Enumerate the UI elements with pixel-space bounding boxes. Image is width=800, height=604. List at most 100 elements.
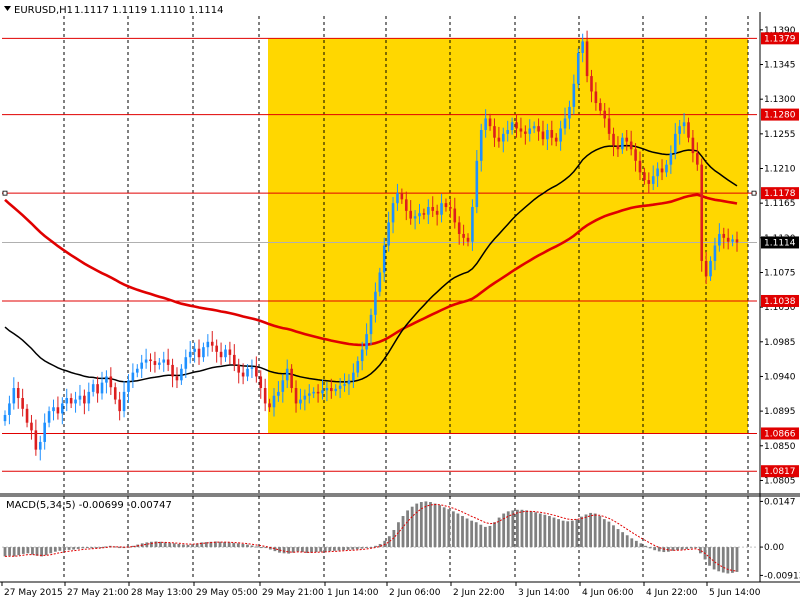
macd-hist-bar bbox=[209, 541, 213, 548]
candle-body bbox=[497, 137, 501, 142]
candle-body bbox=[678, 126, 681, 134]
macd-hist-bar bbox=[365, 547, 368, 549]
macd-hist-bar bbox=[685, 547, 689, 549]
candle-body bbox=[479, 129, 483, 161]
candle-body bbox=[78, 395, 82, 400]
macd-hist-bar bbox=[259, 547, 263, 549]
candle-body bbox=[303, 395, 307, 400]
dropdown-triangle-icon[interactable] bbox=[4, 6, 11, 11]
macd-hist-bar bbox=[342, 547, 345, 551]
macd-hist-bar bbox=[44, 547, 48, 556]
macd-hist-bar bbox=[534, 512, 538, 548]
candle-body bbox=[718, 233, 721, 246]
macd-hist-bar bbox=[351, 547, 355, 550]
candle-body bbox=[462, 233, 465, 238]
candle-body bbox=[281, 380, 285, 392]
macd-hist-bar bbox=[287, 547, 291, 554]
macd-hist-bar bbox=[598, 516, 602, 548]
vertical-grid-layer bbox=[63, 16, 749, 580]
candle-body bbox=[665, 164, 668, 173]
candle-body bbox=[638, 160, 642, 173]
candle-body bbox=[321, 390, 324, 394]
axes-layer: 1.13901.13451.13001.12551.12101.11651.11… bbox=[0, 12, 800, 598]
macd-tick-label: -0.00913 bbox=[764, 571, 800, 581]
macd-hist-bar bbox=[589, 512, 592, 548]
candle-body bbox=[65, 398, 69, 404]
candle-body bbox=[343, 384, 346, 386]
candle-body bbox=[493, 126, 496, 138]
candle-body bbox=[563, 118, 567, 129]
time-tick-label: 28 May 13:00 bbox=[131, 588, 193, 598]
price-tick-label: 1.0850 bbox=[764, 442, 796, 452]
macd-hist-bar bbox=[31, 547, 34, 555]
macd-signal-line bbox=[4, 503, 738, 572]
candle-body bbox=[144, 359, 148, 363]
candle-body bbox=[241, 372, 245, 377]
candle-body bbox=[541, 131, 545, 140]
candle-body bbox=[158, 362, 161, 365]
macd-hist-bar bbox=[227, 542, 231, 548]
macd-hist-bar bbox=[548, 516, 551, 548]
candle-body bbox=[202, 347, 205, 358]
price-tick-label: 1.0895 bbox=[764, 407, 796, 417]
level-tag-box bbox=[761, 294, 799, 307]
candle-body bbox=[660, 168, 664, 173]
candle-body bbox=[56, 407, 60, 414]
macd-hist-bar bbox=[584, 514, 588, 548]
macd-hist-bar bbox=[232, 543, 236, 548]
price-tick-label: 1.1030 bbox=[764, 303, 796, 313]
macd-hist-bar bbox=[497, 517, 501, 548]
highlight-zone-layer bbox=[268, 38, 748, 434]
macd-hist-bar bbox=[474, 522, 478, 548]
level-tag-label: 1.1038 bbox=[764, 297, 796, 307]
candle-body bbox=[471, 207, 474, 242]
macd-hist-bar bbox=[12, 547, 16, 557]
candle-body bbox=[38, 441, 42, 450]
candle-body bbox=[312, 391, 315, 394]
macd-hist-bar bbox=[676, 547, 679, 551]
macd-hist-bar bbox=[543, 514, 547, 548]
candle-body bbox=[585, 41, 589, 77]
candle-body bbox=[404, 199, 408, 211]
macd-hist-bar bbox=[214, 541, 217, 548]
macd-hist-bar bbox=[117, 547, 121, 549]
macd-hist-bar bbox=[163, 542, 167, 548]
macd-hist-bar bbox=[85, 547, 89, 549]
macd-hist-bar bbox=[241, 543, 245, 548]
level-tag-box bbox=[761, 187, 799, 200]
candle-body bbox=[528, 128, 532, 134]
current-price-tag-box bbox=[761, 236, 799, 249]
candle-body bbox=[8, 403, 11, 415]
level-tag-label: 1.0866 bbox=[764, 429, 796, 439]
candle-body bbox=[135, 368, 139, 373]
candle-body bbox=[700, 164, 704, 261]
macd-tick-label: 0.00 bbox=[764, 543, 784, 553]
candle-body bbox=[704, 260, 708, 277]
macd-hist-bar bbox=[300, 547, 304, 553]
macd-hist-bar bbox=[81, 547, 85, 549]
macd-hist-bar bbox=[552, 517, 556, 548]
candle-body bbox=[466, 237, 470, 242]
macd-hist-bar bbox=[168, 543, 172, 548]
candle-body bbox=[47, 411, 51, 423]
macd-hist-bar bbox=[433, 503, 437, 548]
macd-hist-bar bbox=[712, 547, 716, 570]
macd-hist-bar bbox=[621, 532, 625, 548]
time-tick-label: 2 Jun 22:00 bbox=[453, 588, 505, 598]
candle-body bbox=[726, 237, 730, 242]
candle-body bbox=[356, 361, 360, 373]
macd-hist-bar bbox=[639, 543, 643, 548]
macd-hist-bar bbox=[447, 509, 451, 548]
macd-hist-bar bbox=[735, 547, 739, 572]
candle-body bbox=[656, 168, 659, 177]
time-tick-label: 27 May 2015 bbox=[4, 588, 63, 598]
macd-hist-bar bbox=[516, 509, 519, 548]
candle-body bbox=[175, 376, 179, 381]
level-tag-box bbox=[761, 108, 799, 121]
macd-hist-bar bbox=[479, 524, 483, 548]
macd-hist-bar bbox=[721, 547, 725, 573]
candle-body bbox=[713, 245, 717, 261]
candle-body bbox=[105, 376, 108, 383]
candle-body bbox=[501, 133, 505, 142]
candle-body bbox=[484, 118, 487, 130]
